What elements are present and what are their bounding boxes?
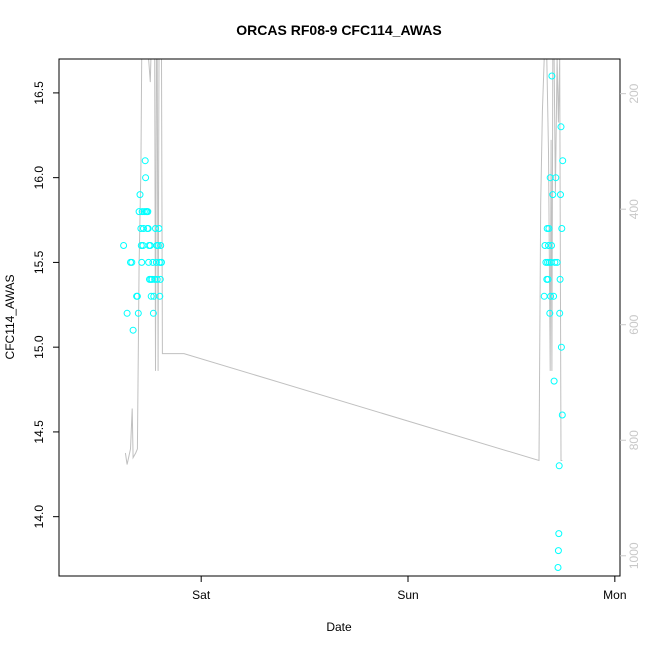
- y-tick-label: 15.5: [32, 250, 46, 274]
- point-layer: [120, 72, 567, 571]
- data-point: [123, 309, 131, 317]
- y-axis-label: CFC114_AWAS: [3, 275, 17, 360]
- data-point: [144, 208, 152, 216]
- data-point: [540, 292, 548, 300]
- data-point: [142, 174, 150, 182]
- data-point: [154, 242, 162, 249]
- data-point: [552, 174, 560, 182]
- data-point: [145, 258, 153, 266]
- data-point: [156, 292, 164, 300]
- data-point: [152, 225, 159, 232]
- data-point: [553, 258, 561, 266]
- data-point: [555, 530, 563, 538]
- data-point: [141, 157, 149, 165]
- y-axis-right: 200 400 600 800 1000: [620, 83, 641, 569]
- data-point: [147, 292, 155, 300]
- y-tick-label: 14.0: [32, 505, 46, 529]
- x-axis: Sat Sun Mon: [192, 576, 627, 602]
- data-point: [140, 225, 147, 232]
- data-point: [149, 309, 157, 317]
- y-axis-left: 14.0 14.5 15.0 15.5 16.0 16.5: [32, 81, 59, 528]
- y-tick-label: 16.0: [32, 166, 46, 190]
- data-point: [556, 309, 564, 317]
- data-point: [144, 225, 152, 232]
- data-point: [554, 547, 562, 555]
- x-axis-label: Date: [326, 620, 352, 634]
- data-point: [549, 191, 557, 199]
- altitude-line: [124, 59, 563, 465]
- data-point: [550, 377, 558, 385]
- data-point: [128, 258, 136, 266]
- y-right-tick-label: 600: [627, 314, 641, 334]
- data-point: [555, 462, 563, 470]
- y-tick-label: 14.5: [32, 420, 46, 444]
- data-point: [558, 411, 566, 419]
- data-point: [550, 292, 558, 300]
- data-point: [135, 208, 143, 216]
- data-point: [546, 309, 554, 317]
- data-point: [545, 225, 553, 232]
- data-point: [557, 123, 565, 131]
- data-point: [557, 343, 565, 351]
- data-point: [133, 292, 141, 300]
- plot-area: [58, 58, 621, 577]
- data-point: [153, 275, 161, 283]
- y-right-tick-label: 200: [627, 83, 641, 103]
- data-point: [158, 258, 165, 266]
- data-point: [556, 275, 564, 283]
- data-point: [558, 225, 566, 232]
- data-point: [551, 258, 559, 266]
- y-right-tick-label: 1000: [627, 542, 641, 569]
- x-tick-label: Sun: [397, 588, 418, 602]
- data-point: [554, 564, 562, 571]
- data-point: [545, 242, 552, 249]
- data-point: [138, 258, 146, 266]
- y-right-tick-label: 400: [627, 199, 641, 219]
- data-point: [544, 275, 552, 283]
- data-point: [548, 72, 556, 80]
- y-tick-label: 16.5: [32, 81, 46, 105]
- data-point: [156, 275, 164, 283]
- data-point: [134, 309, 142, 317]
- data-point: [547, 292, 555, 300]
- data-point: [557, 191, 564, 199]
- data-point: [152, 258, 160, 266]
- x-tick-label: Mon: [603, 588, 626, 602]
- data-point: [136, 191, 144, 199]
- line-layer: [124, 59, 563, 465]
- plot-frame: [58, 58, 621, 577]
- y-tick-label: 15.0: [32, 335, 46, 359]
- data-point: [129, 326, 137, 334]
- data-point: [559, 157, 567, 165]
- data-point: [548, 242, 555, 249]
- data-point: [120, 242, 128, 249]
- x-tick-label: Sat: [192, 588, 211, 602]
- data-point: [148, 275, 156, 283]
- data-point: [155, 225, 163, 232]
- chart-title: ORCAS RF08-9 CFC114_AWAS: [236, 22, 441, 38]
- y-right-tick-label: 800: [627, 430, 641, 450]
- data-point: [157, 242, 165, 249]
